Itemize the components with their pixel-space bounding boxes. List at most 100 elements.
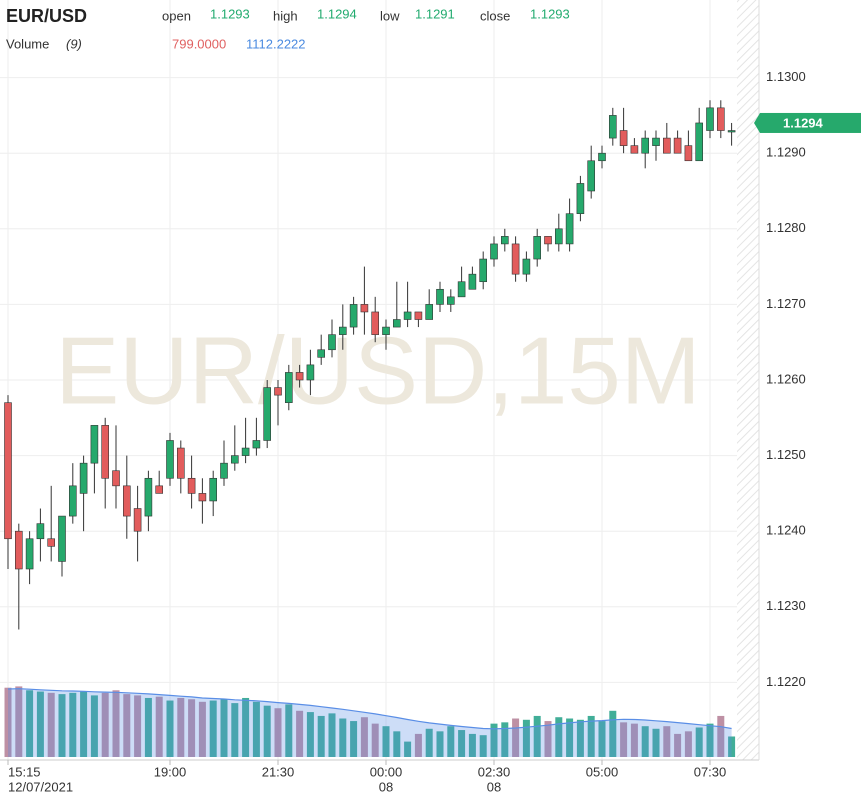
- y-tick-label: 1.1270: [766, 296, 806, 311]
- y-tick-label: 1.1220: [766, 674, 806, 689]
- volume-bar: [58, 694, 66, 757]
- candle-body: [576, 183, 585, 214]
- volume-bar: [339, 718, 347, 757]
- y-tick-label: 1.1260: [766, 371, 806, 386]
- volume-bar: [69, 692, 77, 757]
- volume-bar: [728, 736, 736, 757]
- candle-body: [306, 364, 315, 381]
- volume-bar: [36, 691, 44, 757]
- y-tick-label: 1.1300: [766, 69, 806, 84]
- candle-body: [500, 236, 509, 245]
- candle-body: [673, 137, 682, 154]
- candle-body: [425, 304, 434, 320]
- symbol-title: EUR/USD: [6, 6, 87, 26]
- candle-body: [25, 538, 34, 570]
- candle-body: [47, 538, 56, 547]
- legend-label: close: [480, 8, 510, 23]
- candle-body: [662, 137, 671, 154]
- x-tick-label: 05:00: [586, 764, 619, 779]
- volume-bar: [371, 723, 379, 757]
- candle-body: [468, 273, 477, 290]
- candle-body: [209, 477, 217, 502]
- volume-pane: [4, 686, 736, 757]
- y-tick-label: 1.1240: [766, 523, 806, 538]
- volume-bar: [134, 695, 142, 757]
- candle-body: [490, 243, 498, 260]
- candle-body: [263, 387, 272, 441]
- volume-bar: [587, 715, 595, 757]
- candle-body: [328, 334, 336, 351]
- volume-label: Volume: [6, 36, 49, 51]
- candle-body: [231, 455, 239, 464]
- volume-bar: [663, 726, 671, 757]
- volume-bar: [209, 700, 217, 757]
- candle-body: [371, 311, 380, 335]
- x-tick-label: 00:00: [370, 764, 403, 779]
- volume-bar: [490, 723, 498, 757]
- x-tick-label: 15:15: [8, 764, 41, 779]
- volume-bar: [144, 697, 152, 757]
- volume-bar: [609, 710, 617, 757]
- candle-body: [90, 425, 99, 464]
- candle-body: [284, 372, 293, 403]
- candle-body: [727, 130, 736, 133]
- volume-bar: [684, 731, 692, 757]
- price-tag: [760, 112, 861, 133]
- candle-body: [554, 228, 563, 245]
- candle-body: [101, 425, 109, 479]
- x-tick-label: 21:30: [262, 764, 295, 779]
- candle-body: [123, 485, 131, 517]
- volume-bar: [598, 721, 606, 757]
- volume-bar: [252, 701, 260, 757]
- volume-bar: [112, 690, 120, 757]
- candle-body: [652, 137, 660, 146]
- candle-body: [274, 387, 282, 396]
- x-tick-label: 02:30: [478, 764, 511, 779]
- volume-bar: [188, 699, 196, 757]
- volume-bar: [620, 722, 628, 757]
- y-tick-label: 1.1290: [766, 145, 806, 160]
- volume-bar: [458, 730, 466, 757]
- volume-bar: [47, 692, 55, 757]
- volume-bar: [231, 703, 239, 757]
- legend-label: open: [162, 8, 191, 23]
- candle-body: [338, 326, 347, 335]
- candle-body: [220, 462, 228, 479]
- candle-body: [630, 145, 639, 154]
- x-tick-sublabel: 08: [379, 779, 393, 794]
- candle-body: [706, 107, 714, 131]
- y-tick-label: 1.1250: [766, 447, 806, 462]
- candle-body: [36, 523, 45, 540]
- volume-bar: [350, 721, 358, 757]
- candle-body: [295, 372, 304, 381]
- candle-body: [403, 311, 412, 320]
- candle-body: [479, 258, 488, 283]
- volume-bar: [80, 691, 88, 757]
- candle-body: [544, 236, 552, 245]
- candle-body: [69, 485, 77, 517]
- volume-ma-area: [8, 688, 732, 757]
- candle-body: [241, 447, 250, 456]
- candle-body: [446, 296, 455, 305]
- candle-body: [619, 130, 628, 146]
- candle-body: [522, 258, 531, 275]
- volume-bar: [479, 735, 487, 757]
- candle-body: [716, 107, 725, 131]
- candle-body: [177, 447, 185, 479]
- volume-bar: [436, 731, 444, 757]
- candle-body: [79, 462, 88, 494]
- candle-body: [166, 440, 174, 479]
- candle-body: [360, 304, 369, 313]
- volume-bar: [155, 696, 163, 757]
- volume-bar: [15, 686, 23, 757]
- candle-body: [457, 281, 466, 298]
- volume-bar: [317, 715, 325, 757]
- volume-bar: [674, 733, 682, 757]
- x-tick-sublabel: 12/07/2021: [8, 779, 73, 794]
- candle-body: [608, 115, 617, 139]
- volume-param: (9): [66, 36, 82, 51]
- volume-bar: [522, 719, 530, 757]
- volume-bar: [501, 722, 509, 757]
